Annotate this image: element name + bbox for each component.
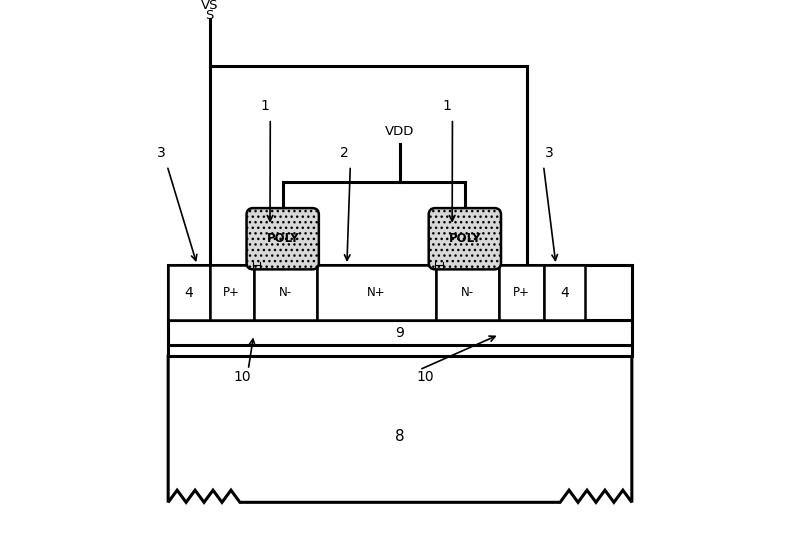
Text: 3: 3 xyxy=(157,146,166,160)
Text: POLY: POLY xyxy=(449,232,481,245)
Bar xyxy=(168,265,632,320)
FancyBboxPatch shape xyxy=(429,208,501,269)
Bar xyxy=(210,265,254,320)
Text: 1: 1 xyxy=(260,99,269,113)
Text: 2: 2 xyxy=(341,146,349,160)
Text: S: S xyxy=(206,9,214,22)
Text: POLY: POLY xyxy=(266,232,299,245)
Text: 10: 10 xyxy=(234,370,251,384)
Polygon shape xyxy=(168,356,632,502)
FancyBboxPatch shape xyxy=(246,208,319,269)
Text: 4: 4 xyxy=(185,285,194,300)
Bar xyxy=(436,265,499,320)
Text: N-: N- xyxy=(461,286,474,299)
Text: N-: N- xyxy=(279,286,292,299)
Text: VS: VS xyxy=(201,0,218,12)
Bar xyxy=(499,265,543,320)
Bar xyxy=(318,265,436,320)
Bar xyxy=(543,265,585,320)
Text: 4: 4 xyxy=(560,285,569,300)
Text: VDD: VDD xyxy=(386,125,414,138)
Text: 10: 10 xyxy=(416,370,434,384)
Text: 8: 8 xyxy=(395,429,405,444)
Text: 9: 9 xyxy=(395,326,405,339)
Bar xyxy=(168,265,210,320)
Text: N+: N+ xyxy=(367,286,386,299)
Bar xyxy=(168,320,632,356)
Bar xyxy=(254,265,318,320)
Text: 1: 1 xyxy=(442,99,451,113)
Text: 3: 3 xyxy=(545,146,554,160)
Text: P+: P+ xyxy=(223,286,240,299)
Text: P+: P+ xyxy=(513,286,530,299)
